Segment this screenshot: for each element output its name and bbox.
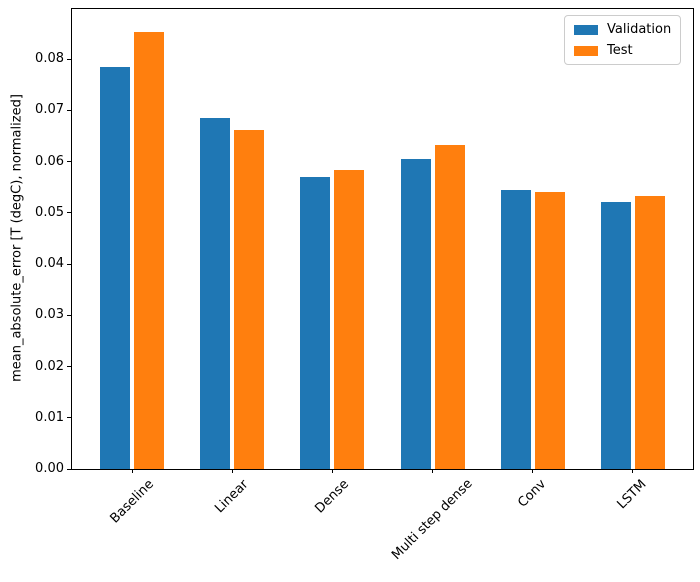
y-tick-label: 0.04 [35, 256, 64, 272]
y-tick-label: 0.05 [35, 204, 64, 220]
y-tick-mark [67, 417, 71, 419]
bar-test-multi-step-dense [434, 144, 465, 469]
x-tick-label: Linear [212, 476, 252, 517]
y-tick-mark [67, 468, 71, 470]
legend-swatch-test [574, 45, 598, 56]
x-tick-label: LSTM [614, 477, 650, 513]
legend-item-test: Test [574, 43, 671, 58]
y-tick-label: 0.01 [35, 409, 64, 425]
x-tick-mark [432, 469, 434, 473]
x-tick-mark [632, 469, 634, 473]
y-tick-mark [67, 314, 71, 316]
y-tick-label: 0.03 [35, 307, 64, 323]
x-tick-label: Multi step dense [389, 476, 476, 564]
x-tick-mark [231, 469, 233, 473]
x-tick-mark [331, 469, 333, 473]
plot-area: 0.00 0.01 0.02 0.03 0.04 0.05 0.06 0.07 0.08 Base… [35, 8, 694, 563]
bar-validation-lstm [600, 202, 631, 469]
bar-test-baseline [134, 31, 165, 469]
y-tick-label: 0.08 [35, 51, 64, 67]
bar-test-conv [534, 191, 565, 469]
y-tick-mark [67, 263, 71, 265]
y-tick-mark [67, 109, 71, 111]
x-tick-mark [532, 469, 534, 473]
y-tick-mark [67, 161, 71, 163]
y-tick-label: 0.07 [35, 102, 64, 118]
bar-validation-multi-step-dense [400, 159, 431, 469]
y-tick-mark [67, 58, 71, 60]
y-tick-label: 0.06 [35, 153, 64, 169]
bar-validation-conv [500, 190, 531, 469]
legend: Validation Test [564, 15, 682, 65]
x-tick-label: Dense [312, 476, 352, 517]
bar-validation-baseline [100, 66, 131, 469]
y-tick-label: 0.00 [35, 461, 64, 476]
bar-validation-linear [200, 117, 231, 469]
legend-label-validation: Validation [607, 22, 672, 37]
legend-label-test: Test [607, 43, 633, 58]
bar-test-dense [334, 170, 365, 469]
y-tick-label: 0.02 [35, 358, 64, 374]
bar-validation-dense [300, 176, 331, 469]
y-axis-label: mean_absolute_error [T (degC), normalize… [9, 94, 25, 382]
legend-swatch-validation [574, 24, 598, 35]
x-tick-label: Baseline [107, 476, 157, 527]
y-tick-mark [67, 212, 71, 214]
bar-test-lstm [634, 196, 665, 469]
x-tick-mark [131, 469, 133, 473]
bar-test-linear [234, 129, 265, 469]
legend-item-validation: Validation [574, 22, 671, 37]
x-tick-label: Conv [515, 476, 550, 511]
y-tick-mark [67, 366, 71, 368]
